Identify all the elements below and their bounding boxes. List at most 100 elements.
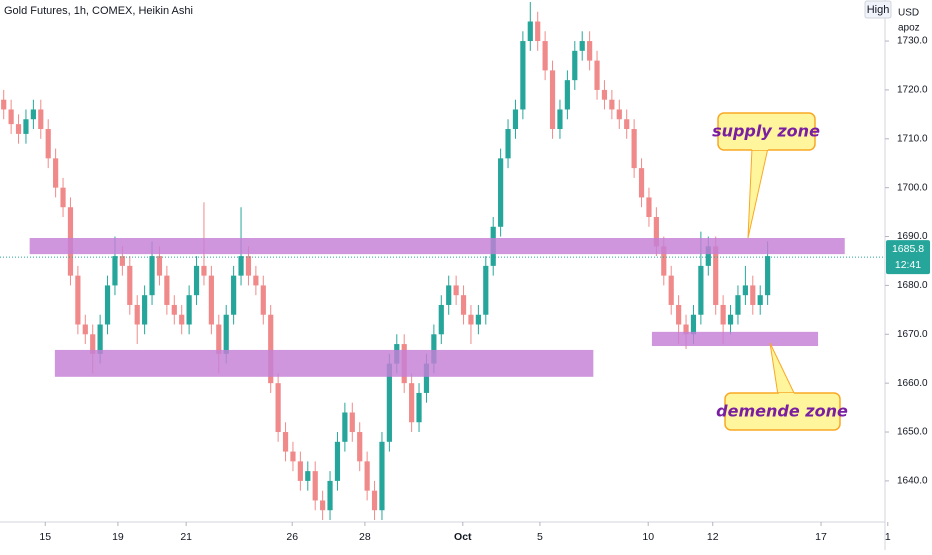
callout-text: demende zone: [716, 402, 848, 421]
x-tick-label: 5: [537, 531, 543, 543]
candle-body: [90, 334, 96, 354]
x-tick-label: 1: [885, 531, 891, 543]
candle-body: [171, 304, 177, 315]
candle-body: [15, 124, 22, 134]
candle-body: [460, 295, 467, 315]
candle-body: [260, 285, 266, 315]
candle-body: [282, 432, 289, 452]
candle-body: [512, 109, 519, 130]
candle-body: [542, 41, 548, 71]
y-tick-label: 1700.0: [897, 182, 928, 193]
candle-body: [156, 256, 163, 276]
candle-body: [416, 392, 422, 423]
candle-body: [713, 246, 719, 305]
y-tick-label: 1660.0: [897, 378, 928, 389]
candle-body: [668, 275, 674, 305]
candle-body: [750, 285, 756, 305]
candle-body: [705, 246, 711, 266]
candle-body: [676, 304, 682, 325]
scale-button-label[interactable]: High: [867, 4, 890, 16]
candle-body: [193, 265, 200, 296]
candle-body: [53, 158, 59, 188]
candle-body: [475, 314, 481, 325]
candle-body: [616, 109, 622, 120]
candle-body: [661, 246, 667, 276]
candle-body: [735, 295, 741, 315]
candle-body: [371, 490, 378, 511]
candle-body: [579, 41, 585, 51]
candle-body: [690, 314, 697, 335]
candle-body: [1, 99, 7, 110]
candle-body: [587, 41, 593, 61]
candle-body: [268, 314, 274, 384]
y-tick-label: 1640.0: [897, 476, 928, 487]
candle-body: [253, 275, 259, 286]
candle-body: [208, 275, 214, 325]
candle-body: [683, 324, 689, 335]
callout-joint: [779, 393, 794, 397]
candle-body: [757, 295, 763, 305]
candle-body: [653, 216, 659, 247]
candle-body: [646, 197, 652, 217]
candle-body: [149, 256, 155, 296]
candle-body: [409, 383, 415, 423]
candle-body: [320, 500, 326, 511]
x-tick-label: 17: [815, 531, 827, 543]
author-label: apoz: [898, 23, 920, 34]
candle-body: [97, 324, 103, 354]
candle-body: [505, 129, 511, 159]
candle-body: [179, 314, 185, 325]
candle-body: [104, 285, 111, 325]
candle-body: [357, 432, 363, 462]
x-tick-label: 19: [112, 531, 124, 543]
candle-body: [297, 461, 303, 481]
candle-body: [23, 119, 29, 134]
candle-body: [631, 129, 637, 169]
candle-body: [305, 471, 311, 481]
candle-body: [468, 314, 474, 325]
y-tick-label: 1650.0: [897, 427, 928, 438]
y-tick-label: 1710.0: [897, 133, 928, 144]
candle-body: [223, 314, 229, 354]
candle-body: [312, 471, 318, 501]
x-tick-label: 26: [286, 531, 298, 543]
countdown-label: 12:41: [895, 259, 921, 271]
zone: [54, 349, 594, 377]
x-tick-label: 28: [359, 531, 371, 543]
candle-body: [82, 324, 88, 335]
candle-body: [164, 275, 170, 305]
candle-body: [112, 256, 118, 286]
candle-body: [624, 119, 630, 130]
candle-body: [386, 363, 392, 442]
candle-body: [527, 21, 533, 42]
candle-body: [727, 314, 734, 325]
candle-body: [30, 109, 36, 120]
candle-body: [216, 324, 222, 354]
chart-title: Gold Futures, 1h, COMEX, Heikin Ashi: [4, 5, 193, 17]
scale-button[interactable]: [864, 0, 892, 19]
x-tick-label: 15: [39, 531, 51, 543]
y-tick-label: 1670.0: [897, 329, 928, 340]
candle-body: [498, 158, 504, 227]
candle-body: [572, 50, 578, 81]
zone: [29, 238, 845, 255]
candle-body: [520, 41, 526, 110]
candle-body: [231, 275, 237, 315]
candle-body: [364, 461, 370, 491]
x-tick-label: 21: [180, 531, 192, 543]
candle-body: [698, 265, 704, 315]
zone: [651, 331, 819, 347]
candle-body: [334, 441, 341, 481]
candle-body: [142, 295, 148, 325]
y-tick-label: 1680.0: [897, 280, 928, 291]
candle-body: [342, 412, 348, 442]
candle-body: [245, 256, 252, 276]
candle-body: [453, 285, 459, 296]
candle-body: [765, 256, 771, 296]
candle-body: [75, 275, 81, 325]
currency-label: USD: [898, 8, 919, 19]
candle-body: [186, 295, 192, 325]
candle-body: [275, 383, 281, 433]
candle-body: [201, 265, 207, 276]
